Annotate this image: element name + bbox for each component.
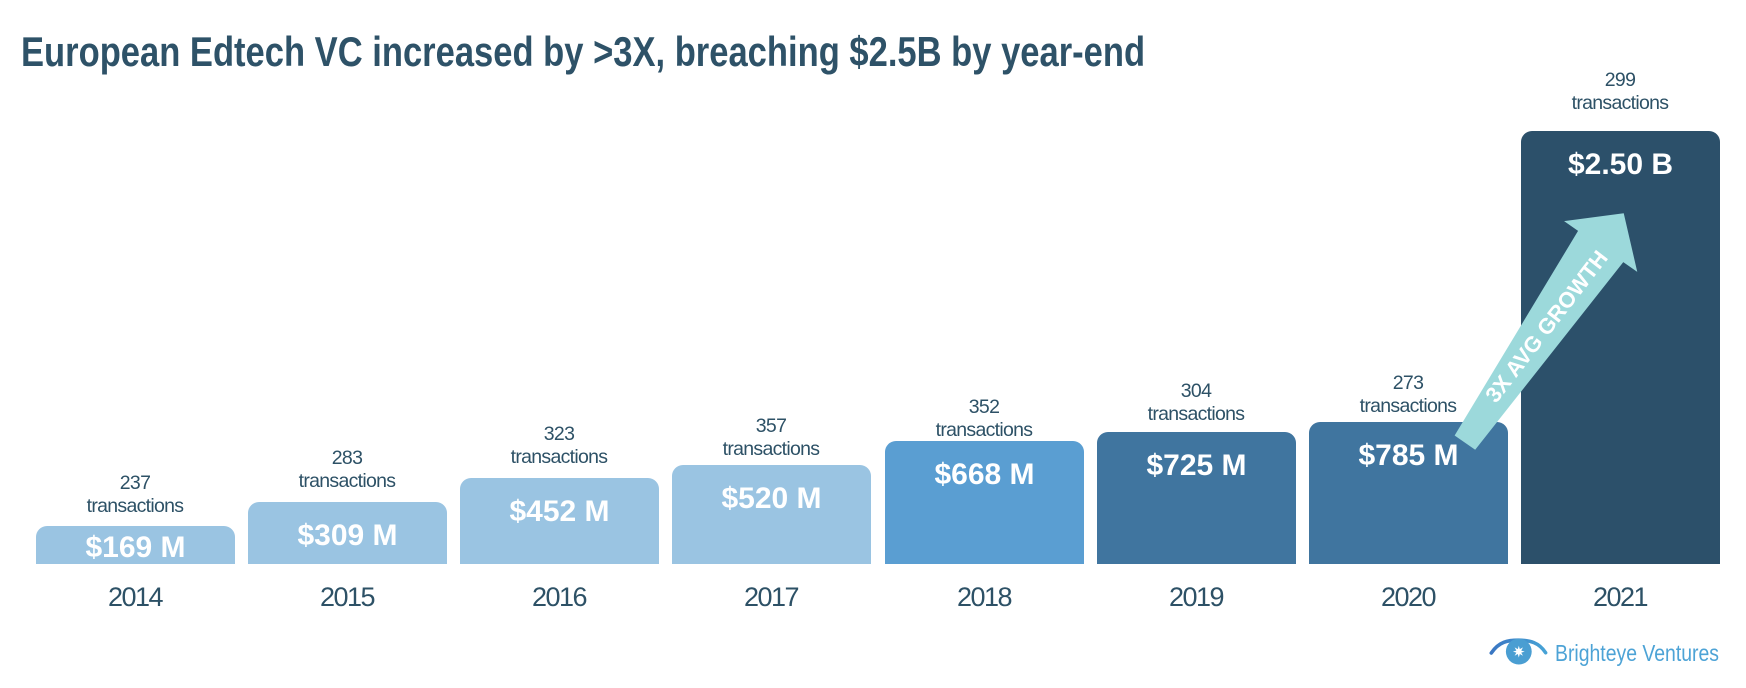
- svg-text:Brighteye Ventures: Brighteye Ventures: [1555, 640, 1719, 666]
- svg-text:3X AVG GROWTH: 3X AVG GROWTH: [1480, 246, 1613, 407]
